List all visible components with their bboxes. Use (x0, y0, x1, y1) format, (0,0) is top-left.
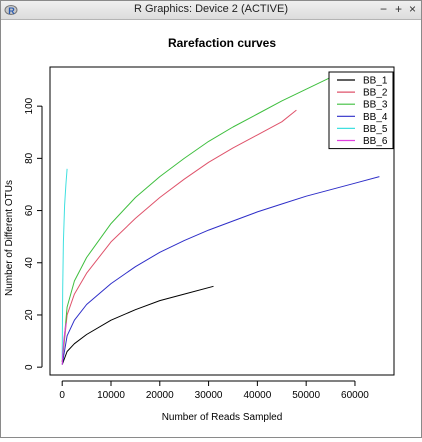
window-titlebar[interactable]: R R Graphics: Device 2 (ACTIVE) − + × (1, 1, 421, 20)
plot-canvas: Rarefaction curves 0 10000 20000 30000 40000… (1, 20, 421, 437)
series-line-bb-2 (61, 109, 297, 362)
x-tick-label: 20000 (146, 390, 174, 401)
series-line-bb-5 (61, 168, 68, 360)
y-axis-label: Number of Different OTUs (4, 180, 15, 296)
x-axis: 0 10000 20000 30000 40000 50000 60000 (59, 380, 369, 401)
rarefaction-chart: Rarefaction curves 0 10000 20000 30000 40000… (4, 36, 395, 423)
close-button[interactable]: × (408, 2, 416, 16)
x-tick-label: 60000 (341, 390, 369, 401)
x-tick-label: 30000 (195, 390, 223, 401)
x-tick-label: 0 (59, 390, 65, 401)
y-tick-label: 80 (24, 152, 35, 164)
legend-label: BB_6 (363, 136, 388, 147)
chart-title: Rarefaction curves (168, 36, 276, 50)
legend-box (328, 71, 394, 150)
legend-label: BB_1 (363, 76, 388, 87)
svg-text:R: R (8, 6, 15, 16)
series-line-bb-3 (61, 76, 331, 362)
legend-label: BB_5 (363, 124, 388, 135)
y-tick-label: 40 (24, 257, 35, 269)
series-line-bb-1 (61, 285, 214, 365)
y-tick-label: 0 (24, 364, 35, 370)
x-axis-label: Number of Reads Sampled (162, 412, 283, 423)
x-tick-label: 10000 (97, 390, 125, 401)
plot-frame (49, 66, 395, 376)
x-tick-label: 40000 (243, 390, 271, 401)
y-axis: 0 20 40 60 80 100 (24, 97, 43, 370)
series-lines (61, 76, 380, 365)
y-tick-label: 100 (24, 97, 35, 114)
minimize-button[interactable]: − (379, 2, 387, 16)
r-app-icon: R (4, 5, 18, 16)
maximize-button[interactable]: + (394, 2, 402, 16)
x-tick-label: 50000 (292, 390, 320, 401)
legend: BB_1BB_2BB_3BB_4BB_5BB_6 (328, 71, 394, 150)
legend-label: BB_2 (363, 88, 388, 99)
series-line-bb-4 (61, 176, 380, 365)
window-title: R Graphics: Device 2 (ACTIVE) (133, 3, 289, 15)
legend-label: BB_4 (363, 112, 388, 123)
legend-label: BB_3 (363, 100, 388, 111)
series-line-bb-6 (61, 322, 67, 365)
y-tick-label: 60 (24, 205, 35, 217)
y-tick-label: 20 (24, 309, 35, 321)
